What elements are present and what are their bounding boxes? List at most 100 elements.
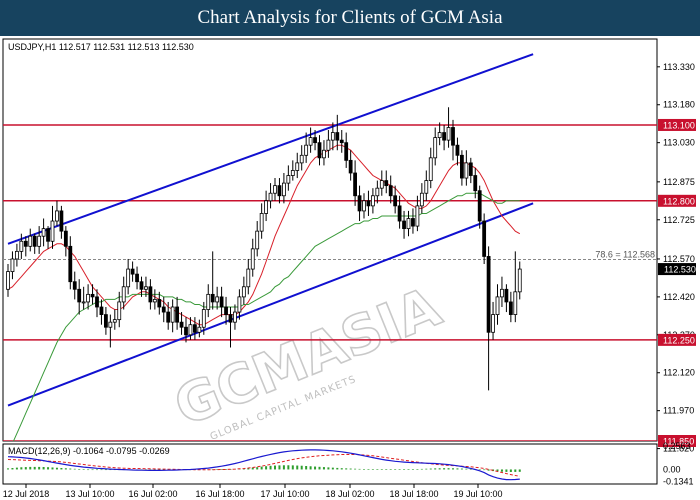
- moving-averages: [7, 144, 521, 441]
- candle-body: [144, 286, 148, 290]
- candle-body: [473, 175, 478, 192]
- candle-body: [411, 218, 415, 227]
- macd-bar: [100, 469, 103, 471]
- y-tick-label: 112.120: [663, 368, 695, 378]
- candle-body: [72, 281, 77, 290]
- macd-bar: [247, 468, 250, 470]
- y-tick-label: 112.725: [663, 215, 695, 225]
- macd-bar: [87, 469, 90, 471]
- level-box: [658, 194, 696, 207]
- macd-bar: [51, 467, 54, 470]
- current-price-box: [658, 263, 696, 276]
- candle-body: [148, 286, 153, 303]
- candle-body: [308, 137, 313, 146]
- macd-bar: [309, 466, 312, 470]
- macd-bar: [278, 465, 281, 470]
- candle-body: [139, 281, 144, 290]
- y-tick-label: 112.875: [663, 177, 695, 187]
- candle-body: [237, 296, 242, 313]
- macd-bar: [29, 466, 32, 470]
- macd-bar: [256, 467, 259, 470]
- macd-bar: [78, 469, 81, 470]
- candle-body: [63, 230, 68, 247]
- candle-body: [201, 309, 206, 328]
- candle-body: [419, 192, 424, 207]
- macd-bar: [109, 469, 112, 471]
- x-tick-label: 16 Jul 18:00: [195, 489, 244, 499]
- macd-bar: [11, 468, 14, 470]
- macd-bar: [269, 465, 272, 470]
- candle-body: [197, 326, 202, 333]
- y-tick-label: 113.030: [663, 138, 695, 148]
- candle-body: [224, 306, 228, 315]
- macd-bar: [104, 469, 107, 471]
- macd-bar: [389, 469, 392, 470]
- candle-body: [491, 314, 495, 333]
- macd-bar: [443, 468, 446, 470]
- macd-bar: [291, 465, 294, 470]
- candle-body: [81, 301, 86, 304]
- candle-body: [451, 127, 455, 146]
- candle-body: [241, 286, 246, 298]
- level-label: 112.800: [663, 196, 695, 206]
- macd-bar: [158, 469, 161, 471]
- candle-body: [495, 296, 500, 315]
- candle-body: [517, 268, 522, 293]
- macd-bar: [478, 469, 481, 471]
- candle-body: [362, 200, 366, 212]
- candle-body: [508, 301, 513, 315]
- macd-bar: [380, 469, 383, 470]
- candle-body: [50, 220, 55, 242]
- macd-plot: [7, 449, 521, 481]
- macd-bar: [429, 468, 432, 470]
- candle-body: [286, 175, 291, 184]
- candle-body: [19, 240, 24, 252]
- macd-bar: [24, 467, 27, 470]
- price-panel-frame: [2, 38, 658, 442]
- macd-bar: [340, 468, 343, 470]
- macd-tick-label: 0.2563: [663, 441, 691, 451]
- candle-body: [370, 195, 375, 207]
- candle-body: [500, 288, 504, 298]
- candle-body: [339, 139, 344, 144]
- candle-body: [37, 235, 42, 247]
- macd-bar: [305, 466, 308, 470]
- candle-body: [433, 137, 438, 159]
- macd-bar: [318, 466, 321, 470]
- macd-tick-label: 0.00: [663, 464, 681, 474]
- candle-body: [121, 286, 126, 303]
- x-tick-label: 18 Jul 02:00: [325, 489, 374, 499]
- macd-bar: [354, 468, 357, 470]
- macd-bar: [47, 467, 50, 470]
- candle-body: [166, 311, 171, 323]
- candle-body: [513, 291, 518, 315]
- macd-bar: [376, 469, 379, 470]
- macd-bar: [260, 466, 263, 470]
- candle-body: [246, 268, 251, 288]
- candle-body: [388, 185, 393, 197]
- macd-bar: [282, 465, 285, 470]
- y-tick-label: 112.420: [663, 292, 695, 302]
- banner: Chart Analysis for Clients of GCM Asia: [0, 0, 700, 36]
- level-box: [658, 333, 696, 346]
- macd-bar: [331, 467, 334, 470]
- candle-body: [357, 195, 362, 212]
- candle-body: [233, 311, 237, 323]
- chart-canvas[interactable]: GCMASIA GLOBAL CAPITAL MARKETS 78.6 = 11…: [0, 36, 700, 500]
- candle-body: [281, 182, 286, 197]
- candle-body: [375, 187, 380, 197]
- y-tick-label: 113.180: [663, 100, 695, 110]
- candle-body: [135, 273, 139, 283]
- macd-bar: [407, 469, 410, 470]
- macd-bar: [64, 468, 67, 470]
- macd-bar: [469, 469, 472, 470]
- current-price-label: 112.530: [664, 265, 696, 275]
- candle-body: [415, 205, 420, 227]
- macd-tick-label: -0.1341: [663, 477, 694, 487]
- macd-bar: [398, 469, 401, 470]
- candle-body: [504, 288, 509, 303]
- macd-bar: [73, 468, 76, 470]
- trend-channel: [7, 53, 534, 407]
- macd-bar: [456, 468, 459, 470]
- macd-bar: [496, 469, 499, 472]
